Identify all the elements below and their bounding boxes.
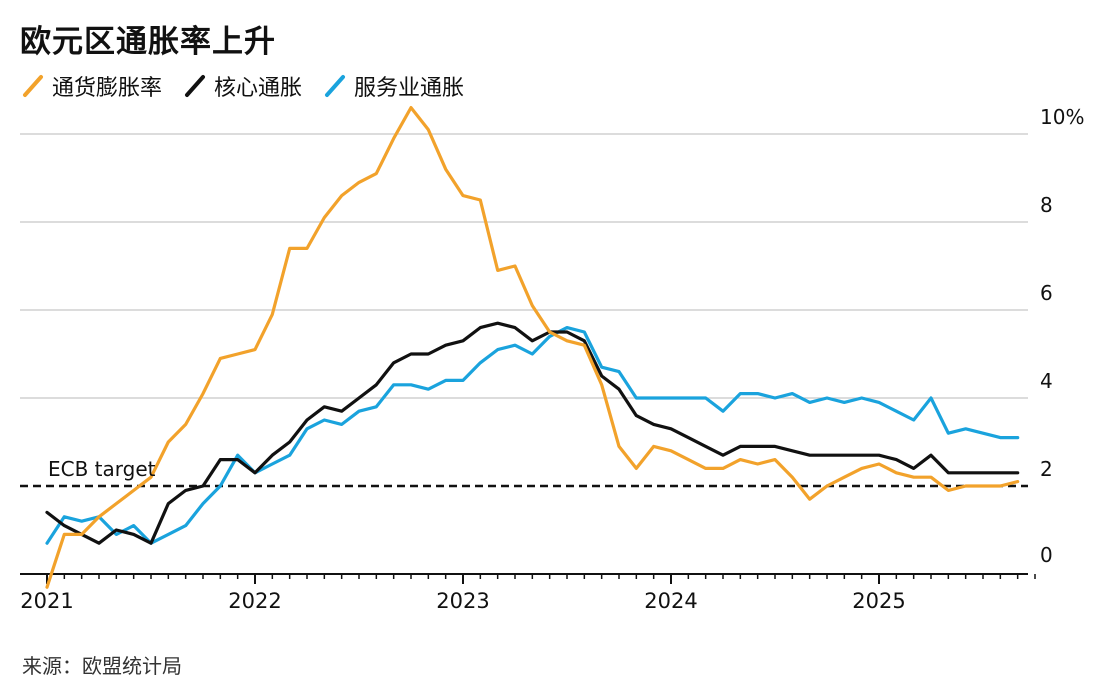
x-tick-label-2024: 2024 xyxy=(644,589,697,613)
legend-item-inflation: 通货膨胀率 xyxy=(22,70,162,102)
legend-label-inflation: 通货膨胀率 xyxy=(52,76,163,101)
ecb-target-label: ECB target xyxy=(48,457,156,481)
series-line-core xyxy=(45,321,1020,545)
legend-swatch-core xyxy=(185,75,206,97)
x-tick-label-2022: 2022 xyxy=(228,589,281,613)
y-tick-label-4: 4 xyxy=(1040,369,1053,393)
y-tick-label-2: 2 xyxy=(1040,457,1053,481)
grid xyxy=(20,133,1028,488)
x-tick-label-2021: 2021 xyxy=(20,589,73,613)
chart-title: 欧元区通胀率上升 xyxy=(20,24,276,60)
series-lines xyxy=(45,105,1020,589)
legend: 通货膨胀率 核心通胀 服务业通胀 xyxy=(22,70,464,102)
source-note: 来源：欧盟统计局 xyxy=(22,654,182,678)
x-tick-label-2023: 2023 xyxy=(436,589,489,613)
legend-swatch-inflation xyxy=(23,75,43,97)
legend-item-services: 服务业通胀 xyxy=(324,70,464,102)
y-tick-label-10: 10% xyxy=(1040,105,1084,129)
tick-labels: 10% 8 6 4 2 0 ECB target 2021 2022 2023 2024 2025 xyxy=(20,105,1084,613)
y-tick-label-6: 6 xyxy=(1040,281,1053,305)
legend-item-core: 核心通胀 xyxy=(184,70,302,102)
series-line-inflation xyxy=(45,105,1020,589)
x-tick-label-2025: 2025 xyxy=(852,589,905,613)
y-tick-label-0: 0 xyxy=(1040,543,1053,567)
legend-swatch-services xyxy=(325,75,346,97)
legend-label-services: 服务业通胀 xyxy=(354,76,465,101)
series-line-services xyxy=(45,326,1020,545)
y-tick-label-8: 8 xyxy=(1040,193,1053,217)
legend-label-core: 核心通胀 xyxy=(214,76,303,101)
x-axis xyxy=(20,573,1036,584)
